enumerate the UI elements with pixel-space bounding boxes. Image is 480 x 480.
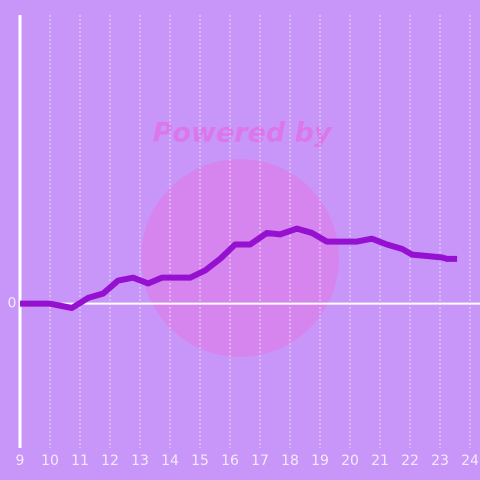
line xyxy=(20,225,458,311)
x-tick-label: 24 xyxy=(461,453,479,469)
x-tick-label: 22 xyxy=(401,453,419,469)
x-tick-label: 23 xyxy=(431,453,449,469)
watermark-circle xyxy=(141,159,339,357)
x-tick-label: 11 xyxy=(71,453,89,469)
y-tick-label: 0 xyxy=(8,296,17,312)
plot: 9 10 11 12 13 14 15 16 17 18 19 20 21 22 23 24 0 xyxy=(8,15,480,469)
x-tick-label: 13 xyxy=(131,453,149,469)
x-tick-label: 17 xyxy=(251,453,269,469)
watermark: Powered by xyxy=(153,118,333,149)
x-tick-label: 20 xyxy=(341,453,359,469)
x-tick-label: 10 xyxy=(41,453,59,469)
x-tick-label: 19 xyxy=(311,453,329,469)
x-tick-label: 12 xyxy=(101,453,119,469)
x-tick-label: 21 xyxy=(371,453,389,469)
x-tick-label: 15 xyxy=(191,453,209,469)
x-tick-label: 14 xyxy=(161,453,179,469)
x-tick-label: 9 xyxy=(16,453,25,469)
x-tick-label: 18 xyxy=(281,453,299,469)
x-tick-label: 16 xyxy=(221,453,239,469)
